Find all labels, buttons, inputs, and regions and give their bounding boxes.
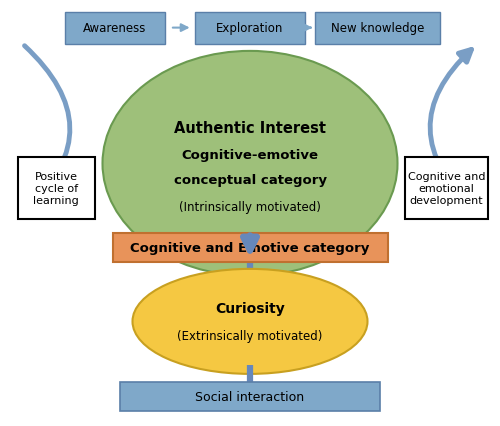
Text: Exploration: Exploration	[216, 22, 284, 35]
Text: conceptual category: conceptual category	[174, 174, 326, 187]
Text: Positive
cycle of
learning: Positive cycle of learning	[34, 172, 79, 205]
Text: Social interaction: Social interaction	[196, 390, 304, 403]
Text: Cognitive-emotive: Cognitive-emotive	[182, 149, 318, 162]
Text: Cognitive and
emotional
development: Cognitive and emotional development	[408, 172, 485, 205]
Text: (Intrinsically motivated): (Intrinsically motivated)	[179, 200, 321, 213]
Ellipse shape	[132, 269, 368, 374]
Bar	[112, 233, 388, 262]
Text: Cognitive and Emotive category: Cognitive and Emotive category	[130, 241, 370, 254]
Text: Awareness: Awareness	[84, 22, 146, 35]
Bar	[405, 158, 487, 219]
Text: (Extrinsically motivated): (Extrinsically motivated)	[178, 329, 322, 342]
Bar	[120, 382, 380, 411]
Text: Curiosity: Curiosity	[215, 301, 285, 315]
Bar	[315, 13, 440, 45]
Bar	[18, 158, 95, 219]
Text: New knowledge: New knowledge	[331, 22, 424, 35]
Bar	[65, 13, 165, 45]
Ellipse shape	[102, 52, 398, 276]
Bar	[195, 13, 305, 45]
Text: Authentic Interest: Authentic Interest	[174, 120, 326, 135]
